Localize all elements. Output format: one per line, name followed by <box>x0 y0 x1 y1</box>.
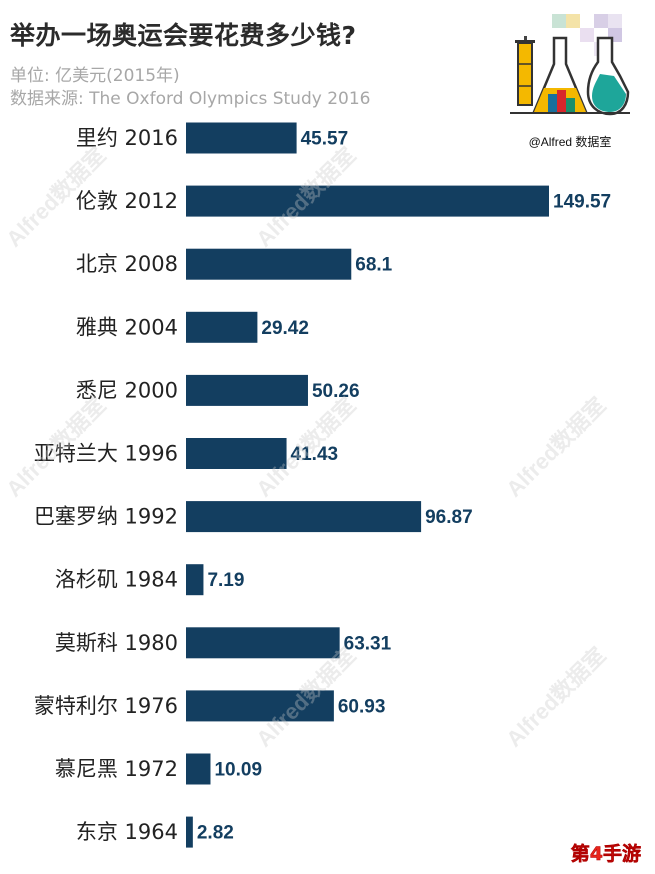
value-label: 41.43 <box>291 444 339 465</box>
bar <box>186 690 334 722</box>
category-label: 莫斯科 1980 <box>55 631 178 655</box>
category-label: 北京 2008 <box>76 252 178 276</box>
category-label: 悉尼 2000 <box>76 378 178 402</box>
bar <box>186 627 340 659</box>
category-label: 里约 2016 <box>76 126 178 150</box>
value-label: 45.57 <box>301 129 349 150</box>
value-label: 2.82 <box>197 823 234 844</box>
value-label: 29.42 <box>261 318 309 339</box>
chart-title: 举办一场奥运会要花费多少钱? <box>10 21 357 50</box>
bar <box>186 438 287 469</box>
value-label: 10.09 <box>214 760 262 781</box>
bar <box>186 753 211 785</box>
value-label: 68.1 <box>355 255 392 276</box>
category-label: 亚特兰大 1996 <box>34 442 178 466</box>
value-label: 96.87 <box>425 507 473 528</box>
bar <box>186 122 297 154</box>
category-label: 东京 1964 <box>76 820 178 844</box>
value-label: 50.26 <box>312 381 360 402</box>
source-note: 数据来源: The Oxford Olympics Study 2016 <box>10 89 371 109</box>
value-label: 7.19 <box>207 570 244 591</box>
bar <box>186 501 422 533</box>
category-label: 洛杉矶 1984 <box>55 568 178 592</box>
bar <box>186 248 352 280</box>
bar <box>186 564 204 596</box>
bar <box>186 185 549 217</box>
bar <box>186 311 258 343</box>
logo: @Alfred 数据室 <box>510 14 630 149</box>
value-label: 63.31 <box>344 633 392 654</box>
category-label: 巴塞罗纳 1992 <box>34 505 178 529</box>
category-label: 蒙特利尔 1976 <box>34 694 178 718</box>
value-label: 149.57 <box>553 192 611 213</box>
bar <box>186 816 193 848</box>
category-label: 雅典 2004 <box>76 315 178 339</box>
logo-caption: @Alfred 数据室 <box>528 135 612 149</box>
category-label: 伦敦 2012 <box>76 189 178 213</box>
value-label: 60.93 <box>338 696 386 717</box>
unit-note: 单位: 亿美元(2015年) <box>10 66 180 86</box>
lab-flask-logo-icon <box>510 14 630 116</box>
bar <box>186 374 308 406</box>
category-label: 慕尼黑 1972 <box>55 757 178 781</box>
site-watermark: 第4手游 <box>570 843 642 866</box>
